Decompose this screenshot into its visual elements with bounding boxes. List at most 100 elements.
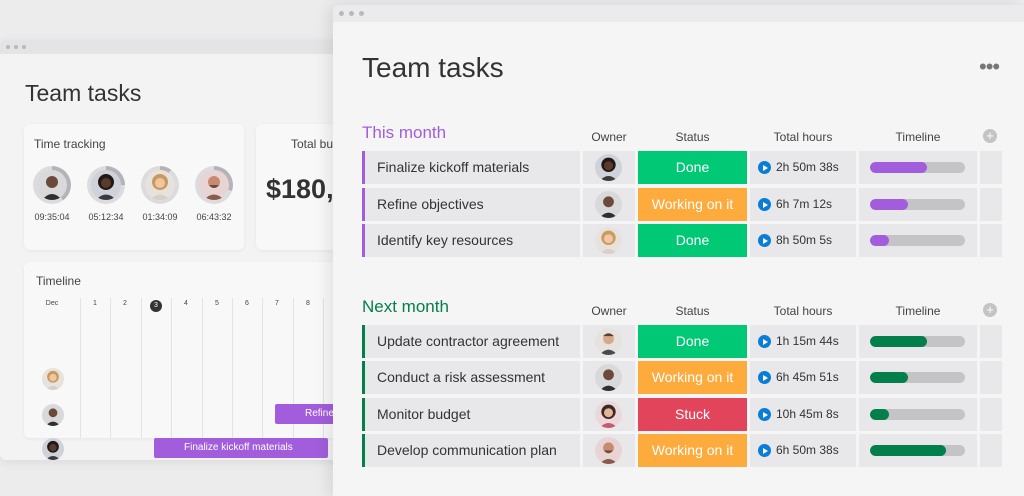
timeline-day: 6 <box>245 300 249 307</box>
column-header-owner[interactable]: Owner <box>591 130 627 144</box>
play-icon[interactable] <box>758 335 771 348</box>
timeline-day: Dec <box>45 300 59 307</box>
time-tracking-person[interactable]: 05:12:34 <box>81 166 131 222</box>
timeline-fill <box>870 409 889 420</box>
total-hours: 1h 15m 44s <box>776 334 839 348</box>
timeline-track <box>870 445 965 456</box>
owner-cell[interactable] <box>583 325 635 358</box>
column-header-total-hours[interactable]: Total hours <box>773 130 833 144</box>
time-tracking-person[interactable]: 06:43:32 <box>189 166 239 222</box>
status-badge[interactable]: Done <box>638 151 747 184</box>
table-row[interactable]: Develop communication plan Working on it… <box>362 434 1002 467</box>
column-header-status[interactable]: Status <box>675 304 710 318</box>
column-header-timeline[interactable]: Timeline <box>895 304 941 318</box>
avatar <box>595 328 622 355</box>
avatar <box>42 438 64 460</box>
table-row[interactable]: Refine objectives Working on it 6h 7m 12… <box>362 188 1002 221</box>
timeline-day: 7 <box>275 300 279 307</box>
task-name[interactable]: Develop communication plan <box>362 434 580 467</box>
task-name[interactable]: Conduct a risk assessment <box>362 361 580 394</box>
timeline-day: 2 <box>123 300 127 307</box>
task-name[interactable]: Update contractor agreement <box>362 325 580 358</box>
avatar <box>42 404 64 426</box>
time-tracking-card[interactable]: Time tracking 09:35:04 05:12:34 <box>24 124 244 250</box>
timeline-cell[interactable] <box>859 361 977 394</box>
empty-cell <box>980 325 1002 358</box>
column-header-status[interactable]: Status <box>675 130 710 144</box>
add-column-icon[interactable]: + <box>983 129 997 143</box>
group-title-this-month[interactable]: This month <box>362 123 447 142</box>
timeline-cell[interactable] <box>859 188 977 221</box>
owner-cell[interactable] <box>583 151 635 184</box>
time-tracking-cell[interactable]: 8h 50m 5s <box>750 224 856 257</box>
time-tracking-title: Time tracking <box>34 137 106 151</box>
timeline-cell[interactable] <box>859 325 977 358</box>
status-badge[interactable]: Working on it <box>638 434 747 467</box>
column-header-timeline[interactable]: Timeline <box>895 130 941 144</box>
time-tracking-person[interactable]: 01:34:09 <box>135 166 185 222</box>
column-header-total-hours[interactable]: Total hours <box>773 304 833 318</box>
total-hours: 6h 7m 12s <box>776 197 833 211</box>
add-column-icon[interactable]: + <box>983 303 997 317</box>
task-name[interactable]: Monitor budget <box>362 398 580 431</box>
table-row[interactable]: Monitor budget Stuck 10h 45m 8s <box>362 398 1002 431</box>
table-row[interactable]: Identify key resources Done 8h 50m 5s <box>362 224 1002 257</box>
task-name[interactable]: Refine objectives <box>362 188 580 221</box>
table-row[interactable]: Finalize kickoff materials Done 2h 50m 3… <box>362 151 1002 184</box>
window-dot <box>349 11 354 16</box>
owner-cell[interactable] <box>583 398 635 431</box>
window-dot <box>14 45 18 49</box>
timeline-cell[interactable] <box>859 224 977 257</box>
avatar <box>37 170 67 200</box>
timeline-bar[interactable]: Finalize kickoff materials <box>154 438 328 458</box>
owner-cell[interactable] <box>583 434 635 467</box>
timeline-card[interactable]: Timeline Dec 1 2 3 4 5 6 7 8 Refine Fina… <box>24 262 380 460</box>
play-icon[interactable] <box>758 444 771 457</box>
time-tracking-cell[interactable]: 6h 50m 38s <box>750 434 856 467</box>
time-tracking-cell[interactable]: 10h 45m 8s <box>750 398 856 431</box>
column-header-owner[interactable]: Owner <box>591 304 627 318</box>
time-tracking-cell[interactable]: 1h 15m 44s <box>750 325 856 358</box>
owner-cell[interactable] <box>583 361 635 394</box>
table-row[interactable]: Conduct a risk assessment Working on it … <box>362 361 1002 394</box>
task-name[interactable]: Identify key resources <box>362 224 580 257</box>
play-icon[interactable] <box>758 408 771 421</box>
play-icon[interactable] <box>758 234 771 247</box>
window-titlebar <box>333 5 1024 22</box>
time-tracking-person[interactable]: 09:35:04 <box>27 166 77 222</box>
time-ring <box>195 166 233 204</box>
timeline-fill <box>870 336 927 347</box>
timeline-gridline <box>110 298 111 438</box>
tracked-time: 01:34:09 <box>142 212 178 222</box>
dashboard-title: Team tasks <box>25 80 142 106</box>
timeline-cell[interactable] <box>859 434 977 467</box>
avatar <box>595 437 622 464</box>
owner-cell[interactable] <box>583 224 635 257</box>
status-badge[interactable]: Done <box>638 325 747 358</box>
status-badge[interactable]: Working on it <box>638 188 747 221</box>
timeline-gridline <box>202 298 203 438</box>
more-horizontal-icon[interactable]: ••• <box>979 54 1000 79</box>
board-window: Team tasks ••• This month Owner Status T… <box>333 5 1024 496</box>
timeline-track <box>870 162 965 173</box>
play-icon[interactable] <box>758 198 771 211</box>
status-badge[interactable]: Done <box>638 224 747 257</box>
today-marker: 3 <box>150 300 162 312</box>
empty-cell <box>980 398 1002 431</box>
timeline-cell[interactable] <box>859 151 977 184</box>
timeline-cell[interactable] <box>859 398 977 431</box>
time-tracking-cell[interactable]: 6h 45m 51s <box>750 361 856 394</box>
play-icon[interactable] <box>758 371 771 384</box>
play-icon[interactable] <box>758 161 771 174</box>
group-title-next-month[interactable]: Next month <box>362 297 449 316</box>
status-badge[interactable]: Working on it <box>638 361 747 394</box>
time-ring <box>33 166 71 204</box>
table-row[interactable]: Update contractor agreement Done 1h 15m … <box>362 325 1002 358</box>
status-badge[interactable]: Stuck <box>638 398 747 431</box>
time-tracking-cell[interactable]: 6h 7m 12s <box>750 188 856 221</box>
time-ring <box>141 166 179 204</box>
timeline-fill <box>870 235 889 246</box>
owner-cell[interactable] <box>583 188 635 221</box>
task-name[interactable]: Finalize kickoff materials <box>362 151 580 184</box>
time-tracking-cell[interactable]: 2h 50m 38s <box>750 151 856 184</box>
